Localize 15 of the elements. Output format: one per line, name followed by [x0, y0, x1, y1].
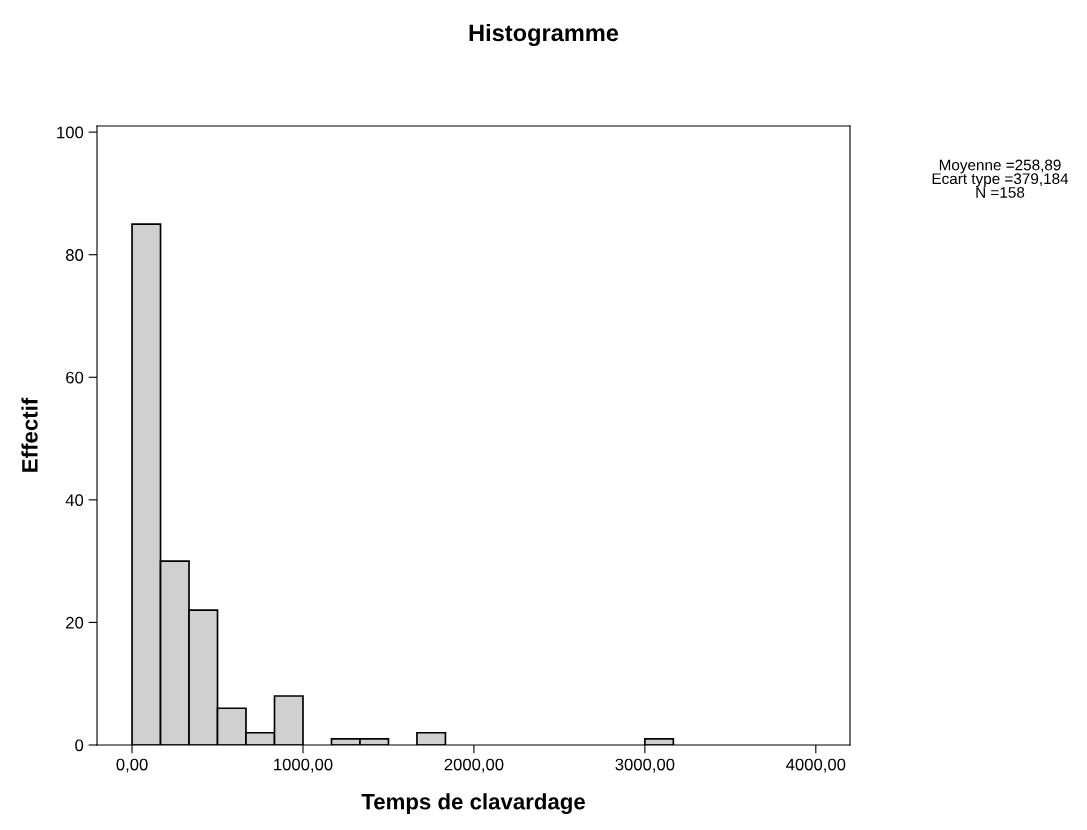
x-axis-title: Temps de clavardage	[361, 793, 585, 814]
x-tick-label: 0,00	[116, 758, 148, 773]
text: Moyenne =258,89 Ecart type =379,184 N =158	[932, 159, 1069, 198]
x-tick-label: 3000,00	[615, 758, 675, 773]
y-tick-label: 100	[57, 126, 84, 139]
chart-title: Histogramme	[469, 23, 619, 47]
y-tick-label: 0	[75, 739, 84, 752]
x-tick-label: 4000,00	[786, 758, 846, 773]
x-tick-label: 2000,00	[444, 758, 504, 773]
y-tick-label: 40	[65, 494, 84, 507]
x-tick-label: 1000,00	[274, 758, 333, 773]
y-tick-label: 80	[65, 249, 84, 261]
y-tick-label: 20	[66, 616, 84, 629]
y-axis-title: Effectif	[21, 397, 38, 472]
y-tick-label: 60	[66, 371, 84, 384]
